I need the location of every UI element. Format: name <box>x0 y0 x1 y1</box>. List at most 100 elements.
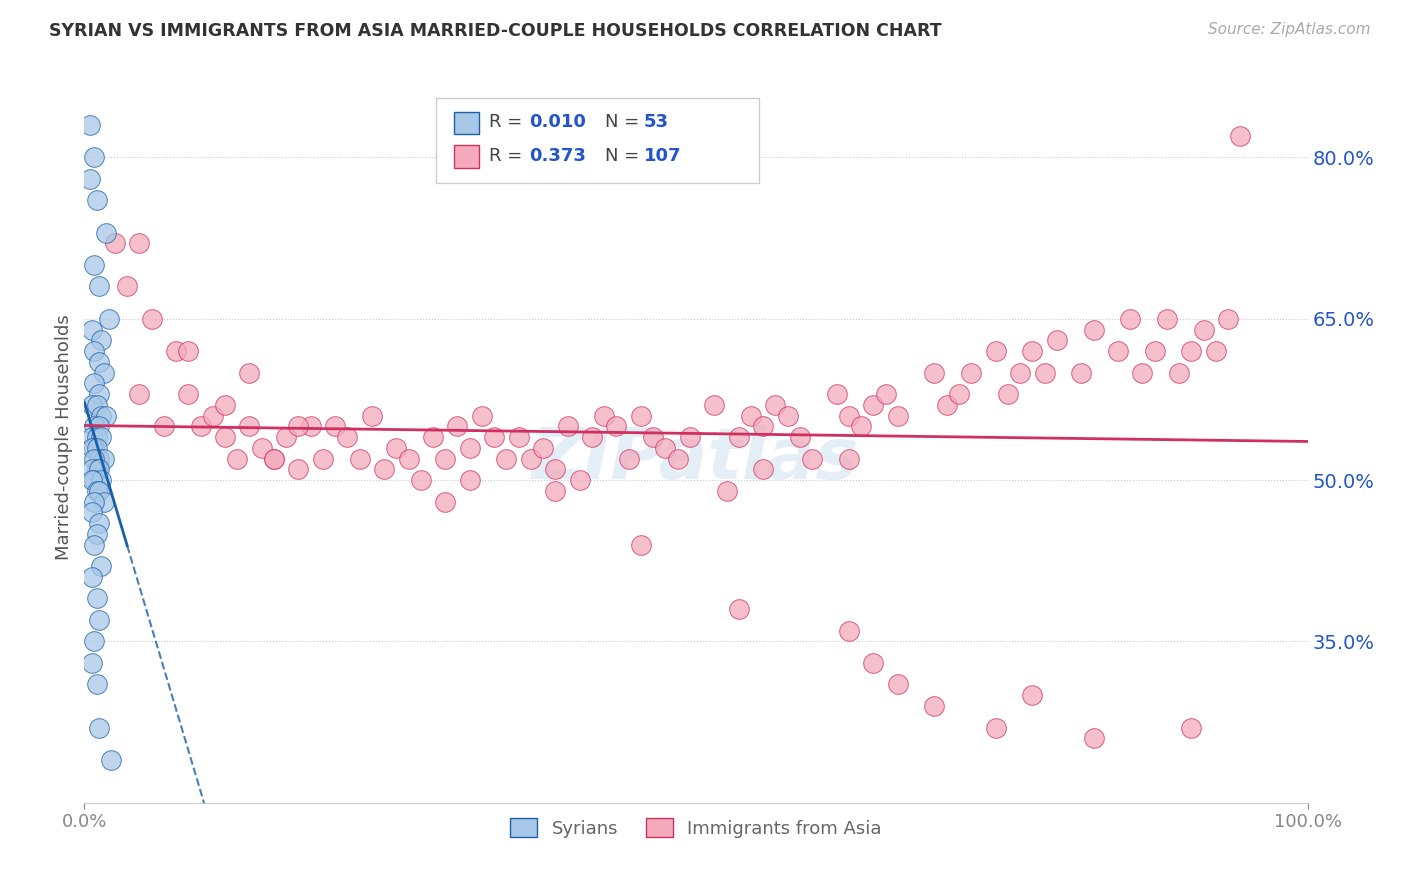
Point <box>727 430 749 444</box>
Point <box>80 322 103 336</box>
Point <box>349 451 371 466</box>
Point <box>86 430 108 444</box>
Point <box>79 118 101 132</box>
Point <box>287 462 309 476</box>
Point <box>86 194 108 208</box>
Point <box>1205 344 1227 359</box>
Point <box>1083 322 1105 336</box>
Point <box>226 451 249 466</box>
Point <box>838 624 860 638</box>
Point <box>83 419 105 434</box>
Point <box>434 494 457 508</box>
Point <box>862 656 884 670</box>
Point <box>80 398 103 412</box>
Point <box>250 441 273 455</box>
Point <box>299 419 322 434</box>
Point <box>727 602 749 616</box>
Point <box>83 258 105 272</box>
Point <box>87 721 110 735</box>
Point <box>924 366 946 380</box>
Point <box>90 333 112 347</box>
Point <box>568 473 591 487</box>
Legend: Syrians, Immigrants from Asia: Syrians, Immigrants from Asia <box>503 811 889 845</box>
Point <box>165 344 187 359</box>
Point <box>630 409 652 423</box>
Point <box>862 398 884 412</box>
Point <box>93 366 115 380</box>
Point <box>875 387 897 401</box>
Point <box>643 430 665 444</box>
Point <box>801 451 824 466</box>
Point <box>90 473 112 487</box>
Point <box>263 451 285 466</box>
Point <box>97 311 120 326</box>
Text: 0.010: 0.010 <box>529 113 585 131</box>
Point <box>86 483 108 498</box>
Point <box>605 419 627 434</box>
Point <box>373 462 395 476</box>
Point <box>83 538 105 552</box>
Point <box>557 419 579 434</box>
Point <box>630 538 652 552</box>
Point <box>446 419 468 434</box>
Point <box>87 613 110 627</box>
Point <box>100 753 122 767</box>
Text: 107: 107 <box>644 147 682 165</box>
Point <box>80 430 103 444</box>
Point <box>1216 311 1239 326</box>
Point <box>838 409 860 423</box>
Point <box>544 483 567 498</box>
Point <box>276 430 298 444</box>
Point <box>666 451 689 466</box>
Point <box>90 430 112 444</box>
Point <box>984 721 1007 735</box>
Point <box>679 430 702 444</box>
Point <box>177 344 200 359</box>
Point <box>83 473 105 487</box>
Point <box>87 387 110 401</box>
Point <box>740 409 762 423</box>
Point <box>1180 344 1202 359</box>
Point <box>960 366 983 380</box>
Point <box>104 236 127 251</box>
Point <box>581 430 603 444</box>
Point <box>422 430 444 444</box>
Point <box>825 387 848 401</box>
Point <box>1070 366 1092 380</box>
Text: N =: N = <box>605 113 644 131</box>
Point <box>87 462 110 476</box>
Point <box>520 451 543 466</box>
Point <box>434 451 457 466</box>
Text: Source: ZipAtlas.com: Source: ZipAtlas.com <box>1208 22 1371 37</box>
Point <box>471 409 494 423</box>
Point <box>385 441 408 455</box>
Point <box>87 419 110 434</box>
Point <box>214 430 236 444</box>
Point <box>544 462 567 476</box>
Point <box>115 279 138 293</box>
Point <box>887 409 910 423</box>
Point <box>458 473 481 487</box>
Point <box>495 451 517 466</box>
Point <box>482 430 505 444</box>
Point <box>214 398 236 412</box>
Point <box>1107 344 1129 359</box>
Point <box>997 387 1019 401</box>
Point <box>80 656 103 670</box>
Point <box>849 419 872 434</box>
Point <box>1132 366 1154 380</box>
Point <box>83 150 105 164</box>
Point <box>83 634 105 648</box>
Point <box>87 451 110 466</box>
Point <box>924 698 946 713</box>
Point <box>86 677 108 691</box>
Point <box>1180 721 1202 735</box>
Point <box>838 451 860 466</box>
Point <box>128 387 150 401</box>
Point <box>1119 311 1142 326</box>
Point <box>287 419 309 434</box>
Point <box>323 419 346 434</box>
Point <box>153 419 176 434</box>
Text: 0.373: 0.373 <box>529 147 585 165</box>
Point <box>83 451 105 466</box>
